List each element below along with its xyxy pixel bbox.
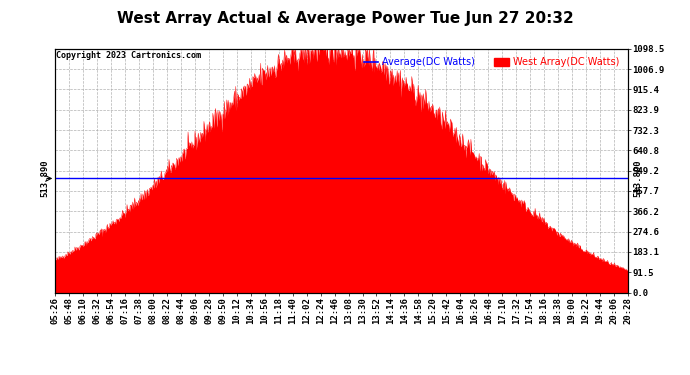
Text: Copyright 2023 Cartronics.com: Copyright 2023 Cartronics.com (57, 51, 201, 60)
Text: 513.890: 513.890 (41, 160, 50, 197)
Text: West Array Actual & Average Power Tue Jun 27 20:32: West Array Actual & Average Power Tue Ju… (117, 11, 573, 26)
Legend: Average(DC Watts), West Array(DC Watts): Average(DC Watts), West Array(DC Watts) (359, 54, 623, 71)
Text: 513.890: 513.890 (633, 160, 642, 197)
